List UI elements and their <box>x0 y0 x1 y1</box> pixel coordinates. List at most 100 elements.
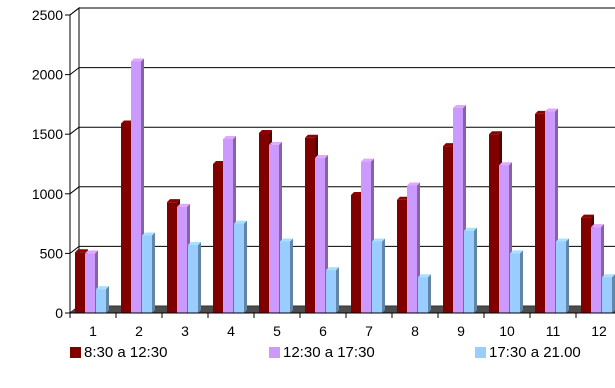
bar-side <box>244 220 247 313</box>
x-tick-label: 5 <box>273 323 281 339</box>
bar-front <box>188 245 198 313</box>
bar-front <box>280 241 290 313</box>
legend-label: 8:30 a 12:30 <box>84 343 168 361</box>
bar-top <box>418 274 431 278</box>
legend-swatch-series-2 <box>269 346 280 358</box>
legend-swatch-series-1 <box>70 346 81 358</box>
bar-top <box>167 199 180 203</box>
bars <box>75 58 615 313</box>
bar-top <box>545 108 558 112</box>
bar-front <box>499 165 509 313</box>
bar-top <box>443 143 456 147</box>
x-tick-label: 10 <box>499 323 515 339</box>
bar <box>464 227 477 313</box>
legend: 8:30 a 12:30 12:30 a 17:30 17:30 a 21.00 <box>0 340 615 364</box>
bar-side <box>336 267 339 313</box>
bar-top <box>591 224 604 228</box>
y-tick-label: 2000 <box>32 67 63 83</box>
bar-top <box>269 141 282 145</box>
bar-top <box>223 135 236 139</box>
x-tick-label: 11 <box>546 323 561 339</box>
bar-top <box>131 58 144 62</box>
bar-front <box>372 241 382 313</box>
bar-front <box>453 107 463 313</box>
bar-front <box>167 202 177 313</box>
bar-front <box>305 137 315 313</box>
bar-side <box>382 238 385 313</box>
bar-front <box>85 253 95 313</box>
bar-top <box>535 110 548 114</box>
bar-side <box>520 250 523 313</box>
bar-top <box>361 158 374 162</box>
bar-side <box>612 274 615 313</box>
bar-top <box>121 120 134 124</box>
bar-top <box>489 131 502 135</box>
bar-top <box>510 250 523 254</box>
bar-front <box>443 146 453 313</box>
bar <box>556 238 569 313</box>
y-tick-label: 1500 <box>32 126 63 142</box>
bar <box>96 286 109 313</box>
bar-front <box>326 270 336 313</box>
bar-top <box>96 286 109 290</box>
bar <box>188 242 201 313</box>
x-tick-label: 8 <box>411 323 419 339</box>
bar-front <box>142 235 152 313</box>
x-tick-label: 1 <box>89 323 97 339</box>
bar-front <box>351 194 361 313</box>
bar-front <box>545 111 555 313</box>
legend-label: 12:30 a 17:30 <box>283 343 375 361</box>
bar-top <box>75 249 88 253</box>
bar-top <box>213 161 226 164</box>
x-axis-tick-labels: 1 2 3 4 5 6 7 8 9 10 11 12 <box>89 323 607 339</box>
bar-front <box>581 217 591 313</box>
y-tick-label: 2500 <box>32 7 63 23</box>
gridlines <box>69 7 615 254</box>
bar-top <box>259 130 272 134</box>
bar-top <box>464 227 477 231</box>
bar <box>234 220 247 313</box>
x-tick-label: 9 <box>457 323 465 339</box>
bar-top <box>453 104 466 108</box>
bar-front <box>96 289 106 313</box>
bar-front <box>602 277 612 313</box>
gridline-side <box>69 7 80 16</box>
bar <box>602 274 615 313</box>
bar-top <box>499 162 512 166</box>
y-axis-tick-labels: 0 500 1000 1500 2000 2500 <box>32 7 63 321</box>
bar-side <box>106 286 109 313</box>
legend-item-series-3: 17:30 a 21.00 <box>475 340 581 364</box>
bar-front <box>259 133 269 313</box>
bar <box>142 232 155 313</box>
bar-top <box>234 220 247 224</box>
y-tick-label: 500 <box>40 245 64 261</box>
plot-back-wall <box>78 7 615 307</box>
gridline-side <box>69 126 80 135</box>
bar-top <box>581 214 594 218</box>
bar-top <box>280 238 293 242</box>
bar-front <box>418 277 428 313</box>
bar-front <box>464 230 474 313</box>
y-tick-label: 0 <box>55 305 63 321</box>
gridline-side <box>69 186 80 195</box>
legend-item-series-1: 8:30 a 12:30 <box>70 340 167 364</box>
bar-front <box>556 241 566 313</box>
bar-top <box>142 232 155 236</box>
bar-front <box>535 113 545 313</box>
bar-top <box>556 238 569 242</box>
x-tick-label: 6 <box>319 323 327 339</box>
bar-front <box>131 61 141 313</box>
bar-front <box>75 252 85 313</box>
bar-side <box>566 238 569 313</box>
bar-top <box>397 196 410 200</box>
bar-top <box>407 182 420 186</box>
bar-front <box>269 144 279 313</box>
axes <box>65 14 615 318</box>
bar-front <box>489 134 499 313</box>
bar-top <box>315 155 328 159</box>
bar-side <box>198 242 201 313</box>
bar-front <box>213 164 223 313</box>
x-tick-label: 2 <box>135 323 143 339</box>
bar-top <box>188 242 201 246</box>
